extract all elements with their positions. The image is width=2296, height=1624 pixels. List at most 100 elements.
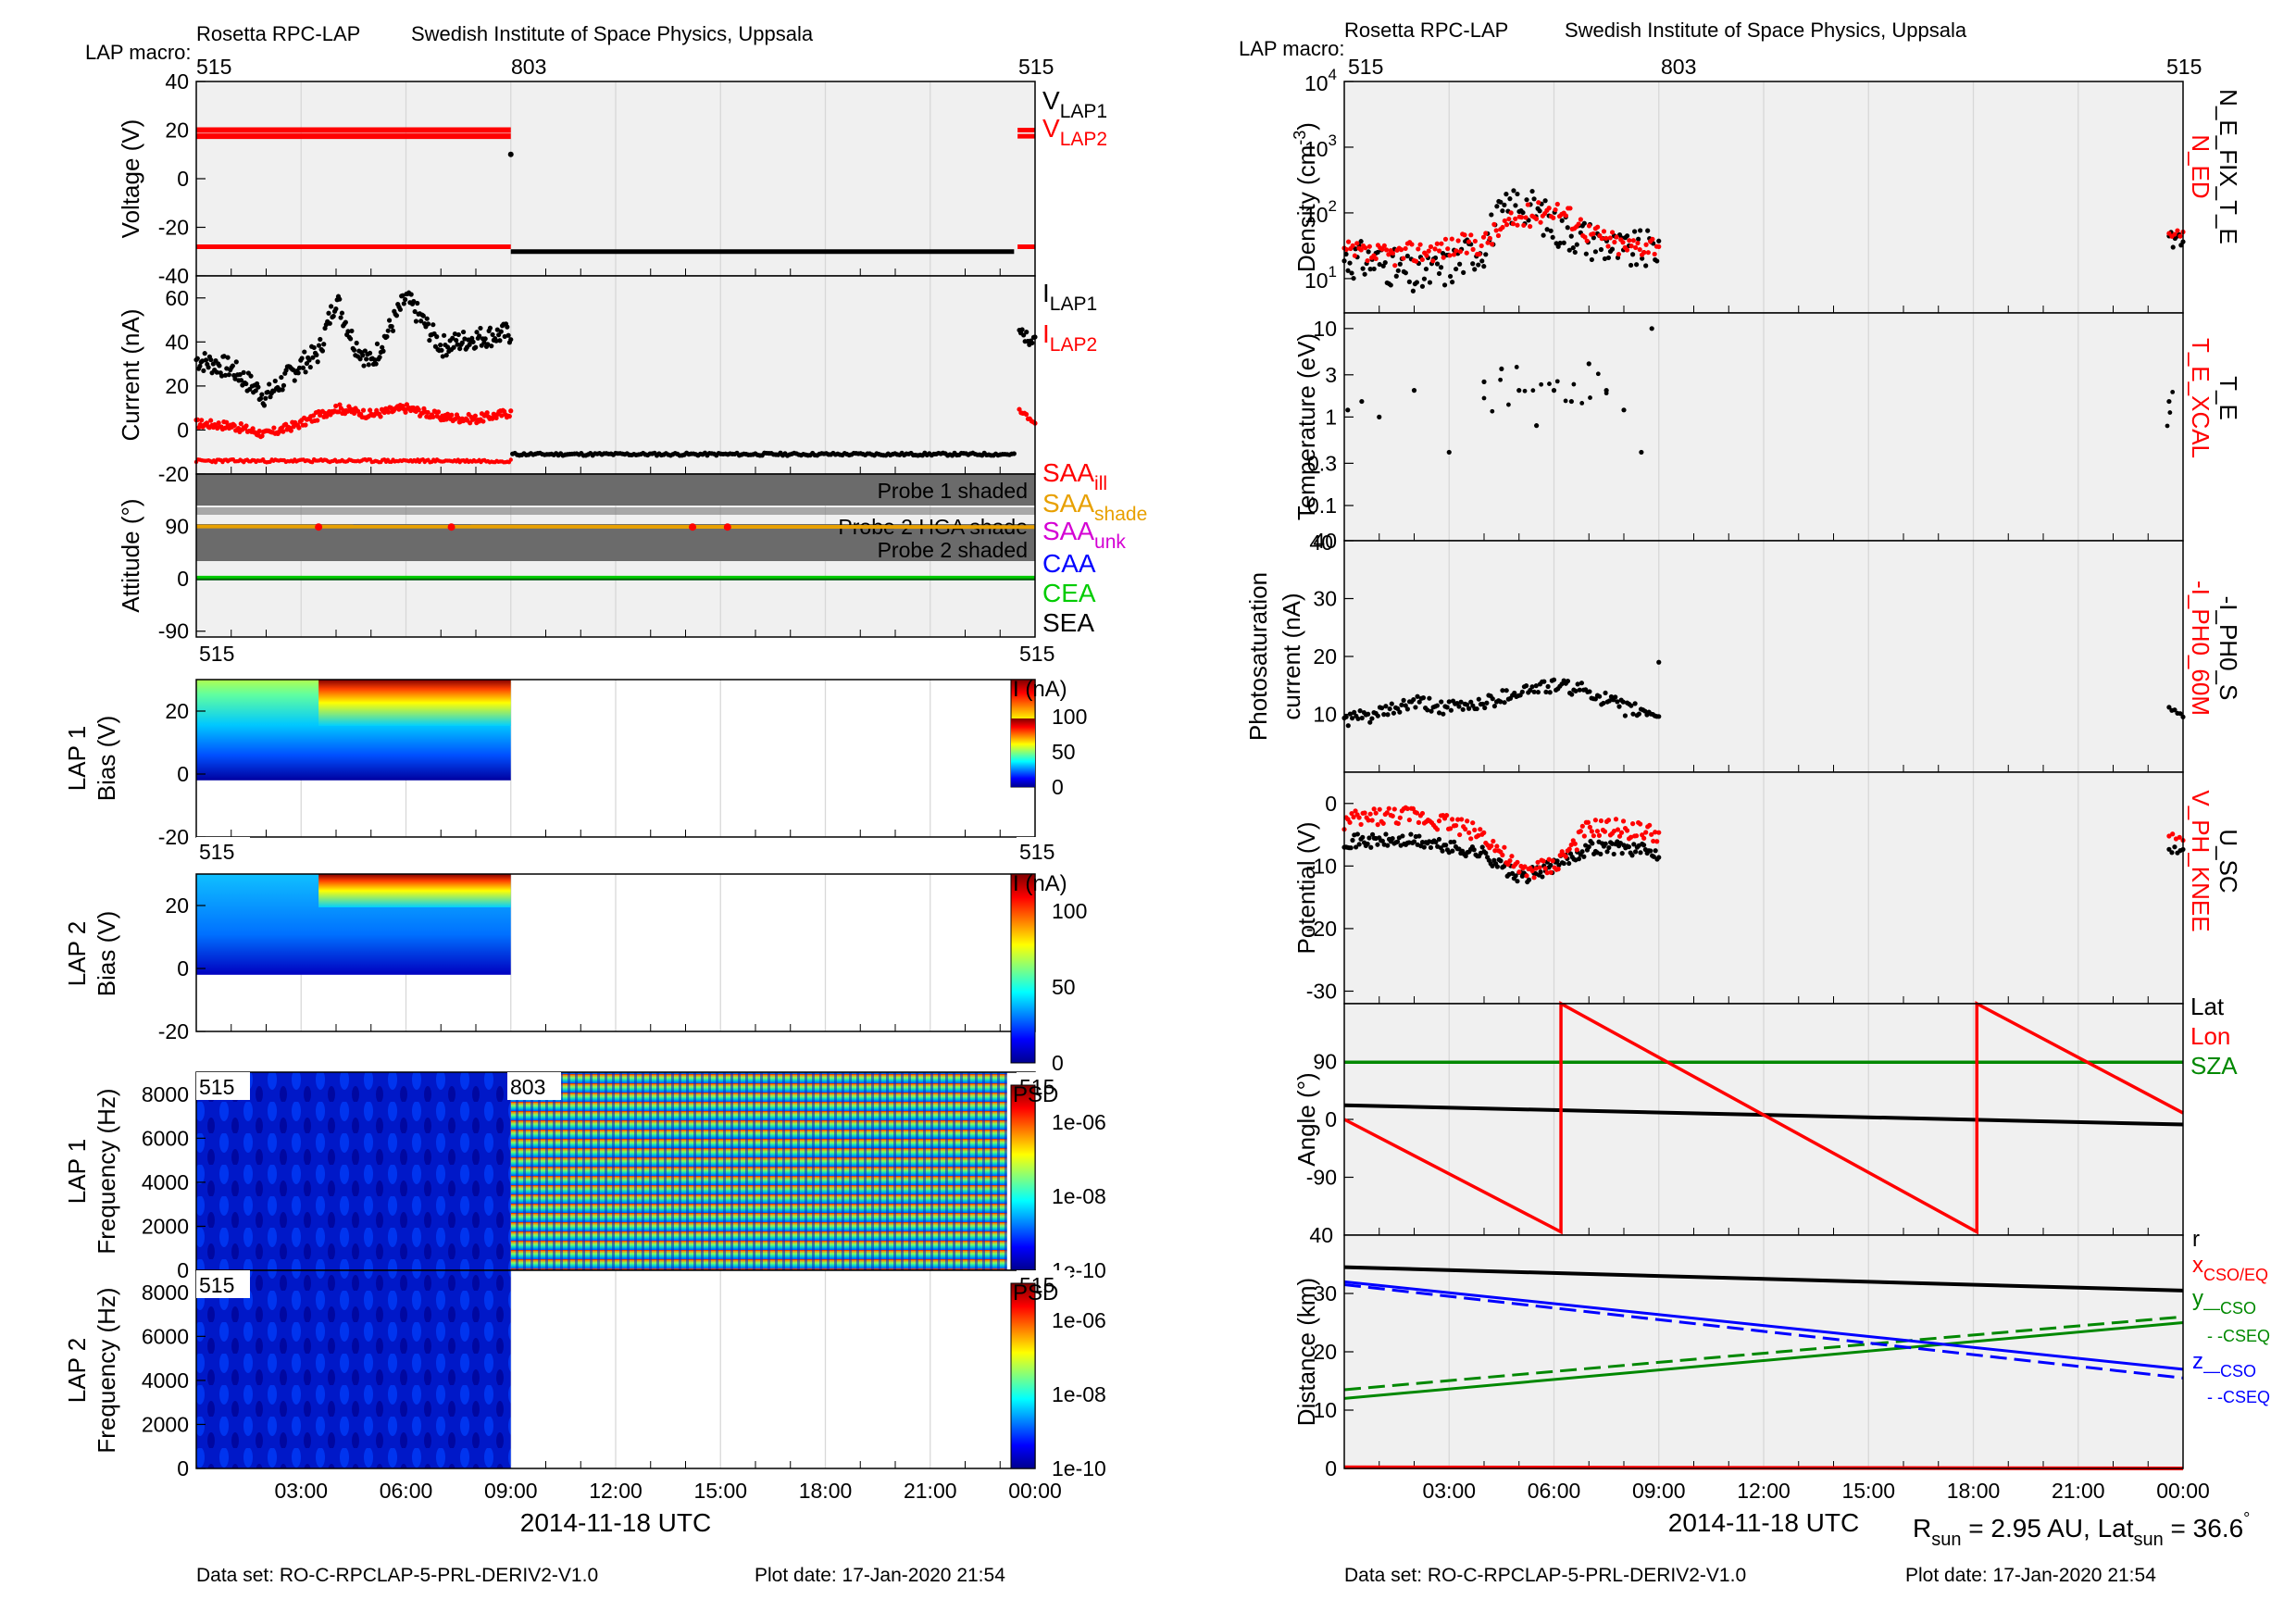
data-point: [224, 366, 230, 371]
data-point: [1476, 262, 1481, 268]
data-point: [1601, 700, 1606, 706]
data-point: [1566, 860, 1572, 867]
data-point: [303, 422, 308, 428]
data-point: [1482, 705, 1488, 711]
data-point: [1645, 228, 1651, 233]
data-point: [1656, 659, 1662, 665]
panel-lap2_psd: 8000 6000 4000 2000 0: [142, 1269, 1036, 1480]
data-point: [310, 355, 316, 360]
data-point: [1581, 854, 1587, 859]
data-point: [1631, 842, 1637, 847]
data-point: [480, 418, 486, 424]
data-point: [1432, 246, 1438, 252]
data-point: [385, 409, 392, 415]
data-point: [1387, 706, 1392, 712]
data-point: [1528, 687, 1533, 693]
panel-frame: [1343, 1234, 2184, 1469]
data-point: [1578, 681, 1585, 686]
data-point: [1615, 827, 1621, 832]
data-point: [1606, 698, 1612, 704]
data-point: [1419, 256, 1425, 263]
panel-density: 104 103 102 101: [1304, 66, 2186, 314]
data-point: [1629, 853, 1635, 858]
data-point: [1541, 858, 1546, 864]
data-point: [1648, 848, 1653, 854]
data-point: [1628, 703, 1634, 708]
data-point: [364, 356, 369, 362]
data-point: [243, 423, 249, 429]
data-point: [1642, 708, 1648, 714]
data-point: [1411, 388, 1417, 394]
data-point: [1377, 414, 1382, 419]
data-point: [415, 300, 420, 306]
data-point: [1605, 818, 1612, 823]
heatmap-block: [510, 1072, 1007, 1270]
legend-entry: Lat: [2190, 993, 2225, 1020]
data-point: [1465, 818, 1470, 824]
data-point: [489, 344, 494, 349]
data-point: [1554, 201, 1560, 207]
data-point: [2172, 231, 2177, 237]
data-point: [1613, 694, 1618, 700]
data-point: [1380, 820, 1386, 826]
data-point: [385, 328, 391, 333]
colorbar-label: I (nA): [1013, 871, 1067, 896]
data-point: [1502, 844, 1507, 850]
x-tick-label: 06:00: [380, 1479, 433, 1503]
y-tick-label: 1: [1325, 405, 1337, 429]
y-tick-label: 0: [177, 762, 189, 786]
data-point: [1477, 251, 1482, 257]
data-point: [1502, 218, 1507, 224]
data-point: [1371, 806, 1377, 812]
data-point: [1485, 240, 1491, 245]
data-point: [378, 414, 383, 419]
data-point: [1390, 813, 1395, 818]
data-point: [447, 523, 455, 531]
data-point: [315, 418, 320, 423]
data-point: [444, 344, 451, 350]
data-point: [1367, 267, 1373, 272]
y-axis-label: Distance (km): [1292, 1278, 1320, 1426]
data-point: [1419, 810, 1426, 817]
y-axis-label: Frequency (Hz): [93, 1287, 120, 1453]
data-point: [1616, 704, 1622, 709]
data-point: [493, 415, 499, 421]
y-tick-label: 102: [1304, 197, 1337, 227]
y-axis-label: Bias (V): [93, 911, 120, 996]
footer-dataset: Data set: RO-C-RPCLAP-5-PRL-DERIV2-V1.0: [196, 1565, 598, 1586]
data-point: [1375, 249, 1380, 256]
data-point: [1352, 709, 1357, 715]
data-point: [1591, 231, 1596, 237]
y-axis-label: Angle (°): [1292, 1072, 1320, 1166]
data-point: [412, 308, 418, 315]
data-point: [208, 418, 214, 423]
data-point: [1521, 222, 1527, 228]
data-point: [1513, 216, 1518, 221]
data-point: [280, 387, 285, 393]
heatmap-hot-region: [318, 680, 511, 726]
legend-entry: - -CSEQ: [2207, 1388, 2270, 1406]
y-axis-label: Attitude (°): [117, 498, 144, 612]
y-tick-label: -90: [158, 619, 189, 643]
data-point: [508, 457, 513, 462]
data-point: [1430, 258, 1436, 264]
data-point: [1411, 696, 1416, 703]
legend-entry: N_ED: [2187, 134, 2215, 198]
data-point: [430, 322, 436, 328]
legend-entry: SAAshade: [1042, 489, 1147, 525]
data-point: [1638, 850, 1643, 856]
data-point: [389, 323, 394, 330]
y-axis-label: current (nA): [1278, 593, 1305, 719]
colorbar-tick-label: 1e-06: [1052, 1308, 1106, 1332]
data-point: [203, 357, 209, 363]
data-point: [1524, 197, 1529, 203]
data-point: [1456, 704, 1462, 709]
data-point: [418, 319, 424, 324]
data-point: [1479, 701, 1486, 707]
data-point: [455, 415, 461, 420]
data-point: [1561, 240, 1566, 245]
data-point: [1572, 249, 1578, 256]
data-point: [1479, 258, 1485, 264]
